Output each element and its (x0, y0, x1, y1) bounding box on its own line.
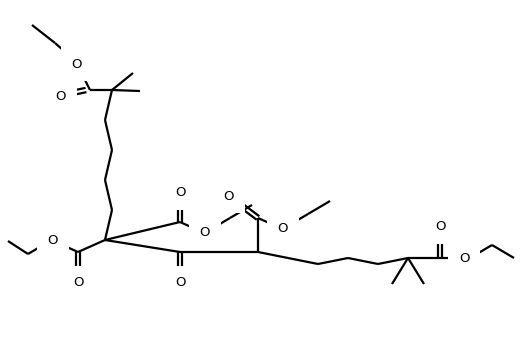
Text: O: O (200, 226, 210, 239)
Text: O: O (174, 187, 185, 200)
Text: O: O (174, 277, 185, 289)
Text: O: O (48, 234, 58, 247)
Text: O: O (56, 89, 66, 102)
Text: O: O (72, 57, 82, 70)
Text: O: O (435, 220, 445, 233)
Text: O: O (224, 189, 234, 202)
Text: O: O (459, 251, 469, 264)
Text: O: O (278, 222, 288, 235)
Text: O: O (73, 277, 83, 289)
